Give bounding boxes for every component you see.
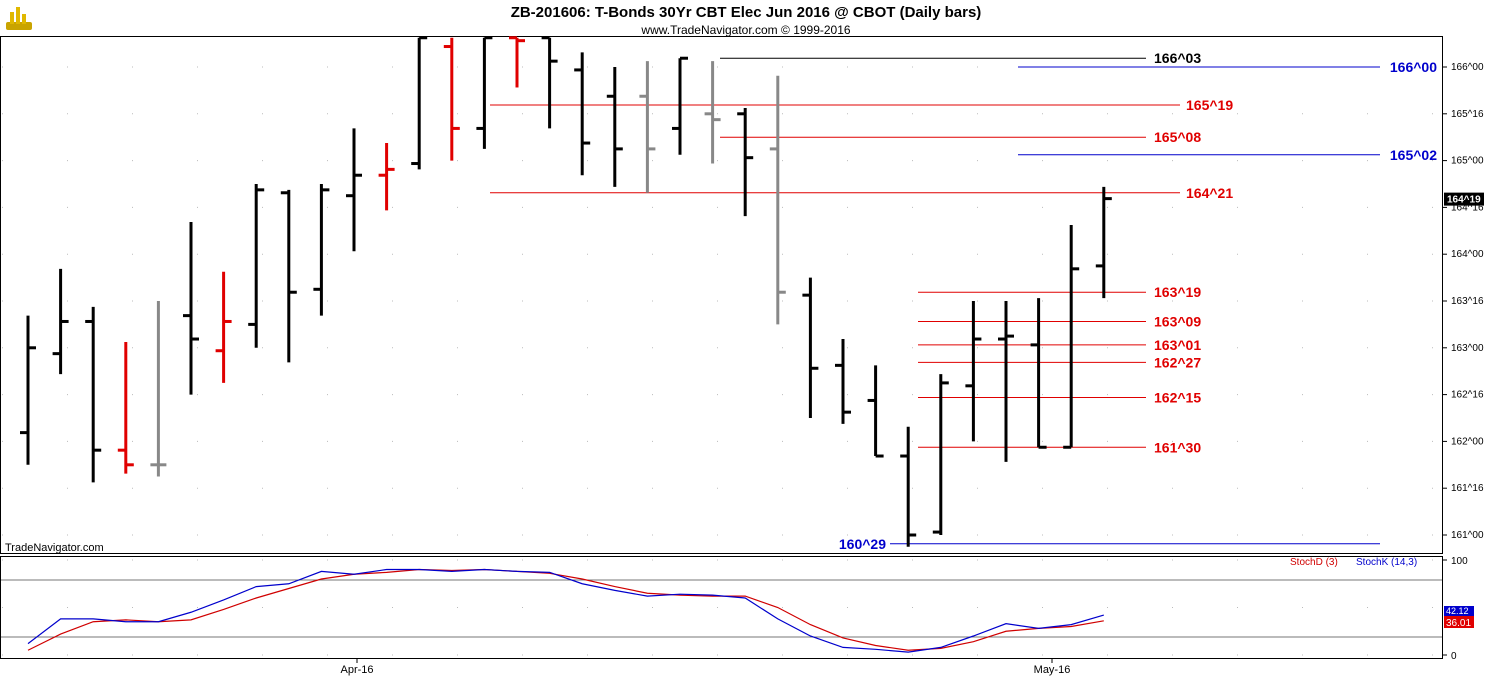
price-axis-label: 165^16 [1451, 109, 1484, 120]
ohlc-bar [85, 306, 102, 483]
ohlc-bar [117, 341, 134, 474]
price-panel [0, 36, 1443, 554]
level-label: 162^27 [1154, 354, 1201, 370]
ohlc-bar [476, 36, 493, 149]
price-axis-label: 164^16 [1451, 202, 1484, 213]
level-label: 160^29 [839, 536, 886, 552]
chart-title: ZB-201606: T-Bonds 30Yr CBT Elec Jun 201… [511, 4, 982, 21]
ohlc-bar [769, 75, 786, 325]
gold-chart-icon [6, 7, 32, 30]
ohlc-bar [1030, 298, 1047, 449]
ohlc-bar [606, 67, 623, 187]
ohlc-bar [248, 184, 265, 348]
level-label: 161^30 [1154, 439, 1201, 455]
level-label: 163^01 [1154, 337, 1201, 353]
level-label: 163^09 [1154, 313, 1201, 329]
stochK-line [27, 568, 1104, 653]
watermark: TradeNavigator.com [5, 542, 104, 554]
stochD-last-value: 36.01 [1446, 618, 1471, 629]
price-axis-label: 162^00 [1451, 436, 1484, 447]
stochD-legend: StochD (3) [1290, 557, 1338, 568]
ohlc-bar [411, 36, 428, 170]
price-axis-label: 163^16 [1451, 296, 1484, 307]
ohlc-bar [52, 268, 69, 375]
stochK-last-badge: 42.12 [1444, 606, 1474, 616]
level-label: 163^19 [1154, 284, 1201, 300]
ohlc-bar [1095, 186, 1112, 299]
last-price-badge: 164^19 [1444, 192, 1484, 206]
stochK-last-value: 42.12 [1446, 606, 1469, 616]
level-lines: 166^03 166^00 165^19 165^08 165^02 164^21 163^… [490, 50, 1437, 552]
ohlc-bar [574, 52, 591, 176]
ohlc-bar [280, 189, 297, 363]
stochD-last-badge: 36.01 [1444, 616, 1474, 629]
ohlc-bar [313, 184, 330, 316]
x-axis: Apr-16 May-16 [340, 658, 1070, 676]
ohlc-bar [900, 426, 917, 547]
ohlc-bar [346, 128, 362, 252]
ohlc-bar [998, 301, 1014, 462]
stochD-line [27, 568, 1104, 651]
price-axis-label: 161^00 [1451, 530, 1484, 541]
ohlc-bar [215, 271, 232, 383]
ohlc-bar [867, 365, 884, 458]
stochastic-grid [2, 559, 1440, 656]
price-axis-label: 164^00 [1451, 249, 1484, 260]
ohlc-bar [541, 36, 558, 129]
price-axis-label: 165^00 [1451, 156, 1484, 167]
level-label: 165^08 [1154, 129, 1201, 145]
ohlc-bar [965, 301, 982, 442]
price-axis-label: 162^16 [1451, 390, 1484, 401]
stochastic-axis: 100 0 [1442, 556, 1468, 662]
ohlc-bar [509, 36, 525, 88]
x-axis-label: Apr-16 [340, 664, 373, 676]
level-label: 162^15 [1154, 390, 1201, 406]
ohlc-bar [378, 143, 395, 211]
ohlc-bar [150, 301, 167, 477]
ohlc-bar [704, 61, 721, 164]
ohlc-bar [802, 277, 819, 418]
stoch-axis-label: 0 [1451, 651, 1457, 662]
ohlc-bar [737, 107, 754, 217]
price-bars [20, 36, 1112, 547]
last-price-label: 164^19 [1447, 195, 1481, 206]
ohlc-bar [443, 37, 460, 161]
ohlc-bar [639, 61, 656, 193]
ohlc-bar [835, 339, 851, 424]
level-label: 164^21 [1186, 185, 1233, 201]
ohlc-bar [1063, 224, 1080, 449]
level-label: 165^19 [1186, 97, 1233, 113]
ohlc-bar [672, 56, 688, 155]
level-label: 165^02 [1390, 147, 1437, 163]
price-axis-label: 166^00 [1451, 62, 1484, 73]
stochK-legend: StochK (14,3) [1356, 557, 1417, 568]
stoch-axis-label: 100 [1451, 556, 1468, 567]
ohlc-bar [20, 315, 36, 465]
price-axis-label: 163^00 [1451, 343, 1484, 354]
level-label: 166^00 [1390, 59, 1437, 75]
price-axis: 166^00 165^16 165^00 164^16 164^00 163^16 163^… [1442, 62, 1484, 541]
level-label: 166^03 [1154, 50, 1201, 66]
ohlc-bar [183, 222, 199, 395]
price-axis-label: 161^16 [1451, 483, 1484, 494]
chart-subtitle: www.TradeNavigator.com © 1999-2016 [640, 23, 850, 37]
x-axis-label: May-16 [1034, 664, 1071, 676]
ohlc-bar [932, 374, 949, 535]
stochastic-panel [0, 556, 1443, 659]
